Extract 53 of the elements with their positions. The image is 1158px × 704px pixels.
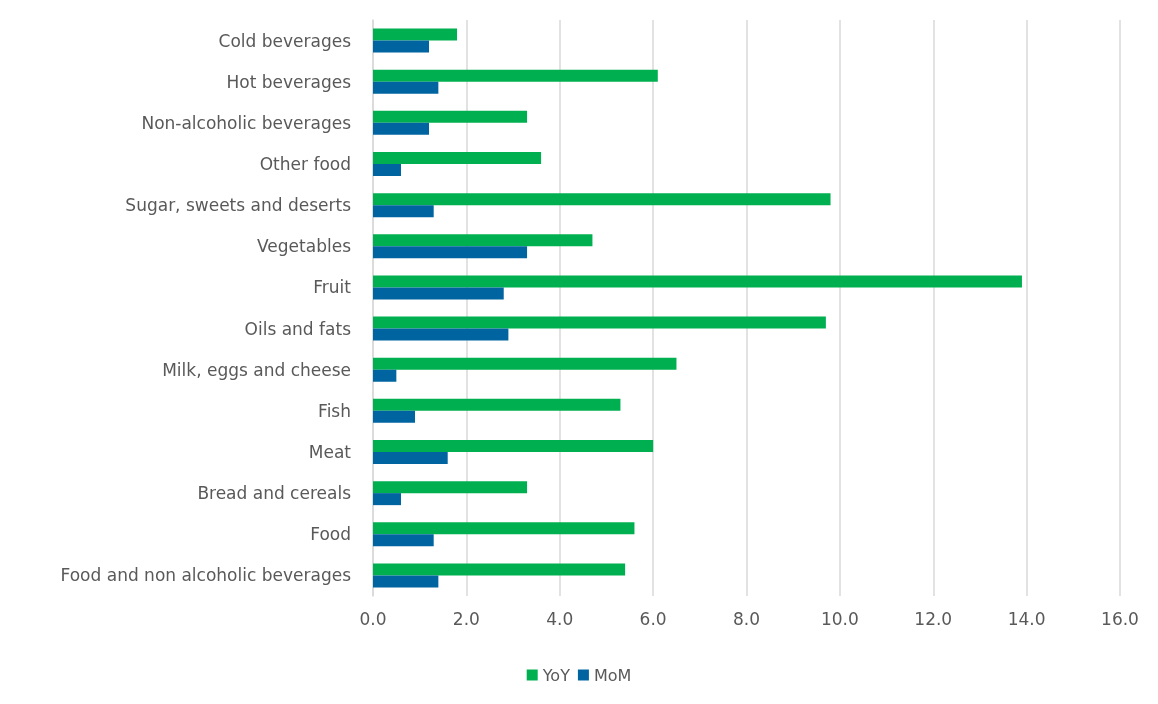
bar [373,193,831,206]
bar [373,357,677,370]
y-tick-label: Non-alcoholic beverages [141,112,352,133]
bar [373,164,402,176]
y-tick-label: Food and non alcoholic beverages [60,565,352,586]
bar [373,81,439,94]
y-tick-label: Milk, eggs and cheese [162,359,351,380]
bar [373,122,430,135]
bar [373,493,402,506]
x-tick-label: 12.0 [914,608,953,629]
bar [373,522,635,535]
x-tick-label: 16.0 [1101,608,1139,629]
bar [373,575,439,588]
bar [373,246,528,259]
bar [373,328,509,341]
bar [373,40,430,53]
bar [373,440,654,452]
legend-label: YoY [541,665,571,685]
y-tick-label: Cold beverages [218,30,352,51]
y-tick-label: Fish [318,400,351,421]
legend-label: MoM [593,665,632,685]
y-tick-label: Sugar, sweets and deserts [125,195,352,216]
bar [373,398,621,411]
x-tick-label: 10.0 [820,608,859,629]
bar [373,369,397,382]
y-tick-label: Bread and cereals [197,483,352,504]
bar [373,234,593,247]
bar [373,452,448,464]
y-tick-label: Oils and fats [244,318,352,339]
bar [373,481,528,494]
bar [373,69,658,82]
y-tick-label: Food [310,524,351,545]
bar [373,28,458,41]
y-tick-label: Hot beverages [226,71,352,92]
bar [373,410,416,423]
bar [373,563,626,576]
bar [373,152,542,164]
y-tick-label: Meat [308,442,352,462]
bar [373,316,826,329]
y-tick-label: Vegetables [257,236,352,257]
y-tick-label: Fruit [313,277,352,298]
x-tick-label: 0.0 [359,608,387,629]
bar [373,534,434,547]
x-tick-label: 8.0 [732,608,761,629]
bar [373,275,1022,288]
x-tick-label: 6.0 [639,608,667,629]
bar [373,287,504,300]
y-tick-label: Other food [259,154,351,174]
bar [373,205,434,218]
x-tick-label: 4.0 [546,608,574,629]
bar [373,110,528,123]
x-tick-label: 2.0 [452,608,480,629]
x-tick-label: 14.0 [1007,608,1046,629]
